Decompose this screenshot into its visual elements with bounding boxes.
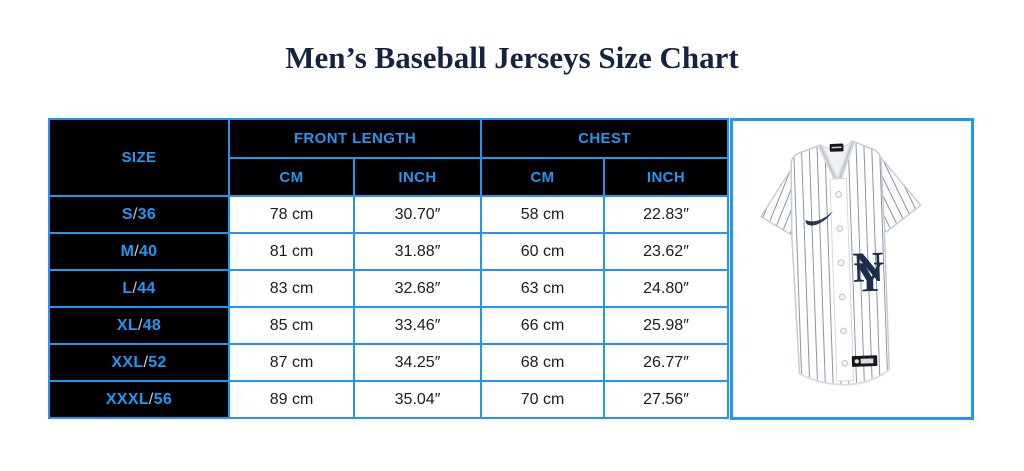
button-placket — [829, 178, 855, 382]
size-label: XXL/52 — [48, 343, 230, 382]
chest-inch-value: 23.62″ — [603, 232, 730, 271]
chest-inch-value: 26.77″ — [603, 343, 730, 382]
header-size: SIZE — [48, 118, 230, 197]
front-length-cm-value: 89 cm — [228, 380, 355, 419]
chest-cm-value: 63 cm — [480, 269, 606, 308]
svg-text:N: N — [852, 244, 885, 292]
header-chest: CHEST — [480, 118, 730, 159]
chest-inch-value: 25.98″ — [603, 306, 730, 345]
front-length-inch-value: 35.04″ — [352, 380, 483, 419]
table-row: XXXL/56 89 cm 35.04″ 70 cm 27.56″ — [48, 380, 730, 419]
table-row: L/44 83 cm 32.68″ 63 cm 24.80″ — [48, 269, 730, 308]
size-label: L/44 — [48, 269, 230, 308]
front-length-inch-value: 31.88″ — [352, 232, 483, 271]
front-length-cm-value: 78 cm — [228, 195, 355, 234]
jersey-buttons — [835, 191, 849, 367]
header-chest-cm: CM — [480, 157, 606, 197]
chest-cm-value: 68 cm — [480, 343, 606, 382]
svg-text:Y: Y — [853, 254, 886, 302]
front-length-inch-value: 30.70″ — [352, 195, 483, 234]
jersey-product-image: N Y — [759, 140, 922, 386]
front-length-cm-value: 81 cm — [228, 232, 355, 271]
size-label: XL/48 — [48, 306, 230, 345]
header-front-cm: CM — [228, 157, 355, 197]
chest-cm-value: 58 cm — [480, 195, 606, 234]
header-front-inch: INCH — [352, 157, 483, 197]
size-chart-table: SIZE FRONT LENGTH CHEST CM INCH CM INCH … — [48, 118, 730, 419]
page-title: Men’s Baseball Jerseys Size Chart — [285, 40, 739, 75]
front-length-cm-value: 85 cm — [228, 306, 355, 345]
front-length-inch-value: 32.68″ — [352, 269, 483, 308]
table-row: XL/48 85 cm 33.46″ 66 cm 25.98″ — [48, 306, 730, 345]
front-length-cm-value: 87 cm — [228, 343, 355, 382]
table-row: XXL/52 87 cm 34.25″ 68 cm 26.77″ — [48, 343, 730, 382]
header-front-length: FRONT LENGTH — [227, 118, 483, 159]
chest-inch-value: 22.83″ — [603, 195, 730, 234]
chest-cm-value: 60 cm — [480, 232, 606, 271]
front-length-cm-value: 83 cm — [228, 269, 355, 308]
chest-inch-value: 27.56″ — [603, 380, 730, 419]
jersey-photo-panel: N Y — [730, 118, 974, 420]
header-chest-inch: INCH — [603, 157, 730, 197]
chest-cm-value: 66 cm — [480, 306, 606, 345]
ny-logo: N Y — [852, 244, 886, 302]
size-label: M/40 — [48, 232, 230, 271]
chest-cm-value: 70 cm — [480, 380, 606, 419]
jersey-neck-opening — [819, 141, 853, 184]
table-row: M/40 81 cm 31.88″ 60 cm 23.62″ — [48, 232, 730, 271]
size-label: XXXL/56 — [48, 380, 230, 419]
chest-inch-value: 24.80″ — [603, 269, 730, 308]
jock-tag — [851, 355, 878, 367]
front-length-inch-value: 34.25″ — [352, 343, 483, 382]
size-label: S/36 — [48, 195, 230, 234]
nike-swoosh-icon — [805, 211, 833, 226]
front-length-inch-value: 33.46″ — [352, 306, 483, 345]
table-row: S/36 78 cm 30.70″ 58 cm 22.83″ — [48, 195, 730, 234]
